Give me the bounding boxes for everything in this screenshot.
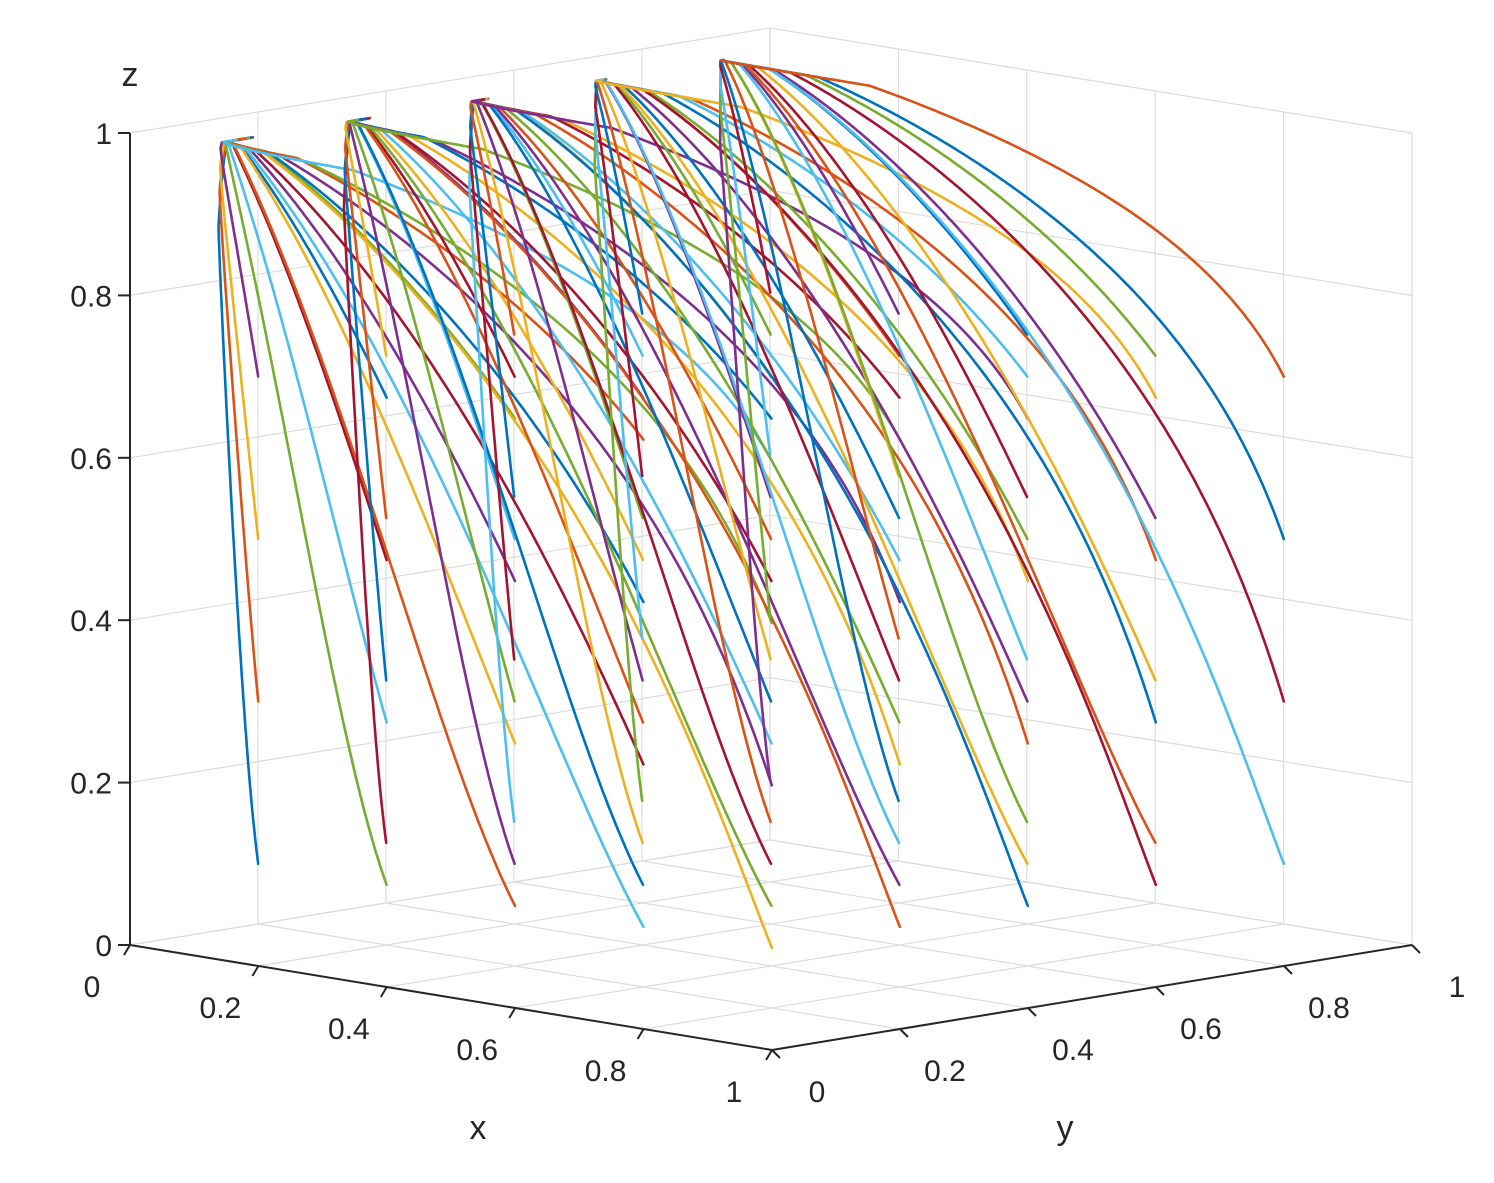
z-axis-label: z xyxy=(122,56,139,94)
x-tick-mark xyxy=(765,1049,773,1061)
y-tick-label: 0.6 xyxy=(1180,1013,1222,1046)
axes xyxy=(118,132,1421,1061)
x-tick-mark xyxy=(123,944,131,956)
x-tick-label: 0.8 xyxy=(585,1055,627,1088)
x-tick-mark xyxy=(636,1028,645,1040)
floor-grid-line xyxy=(513,881,1157,988)
y-tick-label: 0.8 xyxy=(1308,992,1350,1025)
x-axis-line xyxy=(129,944,773,1051)
trajectory-line xyxy=(217,136,260,866)
x-tick-mark xyxy=(251,965,260,977)
y-tick-mark xyxy=(771,1049,781,1059)
wall-grid-line xyxy=(769,189,1413,296)
z-tick-label: 0.2 xyxy=(70,768,112,801)
x-tick-mark xyxy=(508,1007,517,1019)
y-tick-mark xyxy=(1155,986,1165,996)
wall-grid-line xyxy=(769,514,1413,621)
x-tick-label: 0 xyxy=(84,971,101,1004)
trajectories xyxy=(217,58,1286,950)
wall-grid-line xyxy=(769,27,1413,134)
x-tick-label: 0.6 xyxy=(456,1034,498,1067)
y-tick-label: 0.2 xyxy=(924,1055,966,1088)
y-tick-mark xyxy=(1283,965,1293,975)
y-axis-label: y xyxy=(1057,1109,1074,1147)
floor-grid-line xyxy=(258,860,899,967)
x-tick-label: 0.4 xyxy=(328,1013,370,1046)
y-tick-label: 0 xyxy=(809,1076,826,1109)
y-axis-line xyxy=(771,944,1413,1051)
floor-grid-line xyxy=(641,860,1285,967)
floor-grid-line xyxy=(385,902,1029,1009)
floor-grid-line xyxy=(769,839,1413,946)
y-tick-mark xyxy=(1027,1007,1037,1017)
trajectory-line xyxy=(596,79,1158,887)
z-tick-label: 0.8 xyxy=(70,280,112,313)
wall-grid-line xyxy=(129,27,771,134)
trajectory-line xyxy=(349,117,773,583)
x-axis-label: x xyxy=(470,1109,487,1147)
trajectory-line xyxy=(719,58,1029,824)
x-tick-label: 0.2 xyxy=(200,992,242,1025)
x-tick-mark xyxy=(379,986,388,998)
y-tick-mark xyxy=(899,1028,909,1038)
z-tick-label: 0.6 xyxy=(70,443,112,476)
trajectory-line xyxy=(223,139,774,787)
z-tick-label: 0 xyxy=(95,930,112,963)
trajectory-line xyxy=(719,59,1157,845)
trajectory-line xyxy=(344,116,388,357)
trajectory-line xyxy=(595,79,1158,399)
trajectory-line xyxy=(470,98,1030,420)
floor-grid-line xyxy=(515,902,1156,1009)
z-tick-label: 0.4 xyxy=(70,605,112,638)
floor-grid-line xyxy=(643,923,1284,1030)
z-tick-label: 1 xyxy=(95,118,112,151)
y-tick-label: 0.4 xyxy=(1052,1034,1094,1067)
tick-labels: 0 0.2 0.4 0.6 0.8 1 0 0.2 0.4 0.6 0.8 1 0 0.2 0.4 0.6 0.… xyxy=(70,118,1465,1109)
y-tick-mark xyxy=(1411,944,1421,954)
y-tick-label: 1 xyxy=(1449,971,1466,1004)
x-tick-label: 1 xyxy=(726,1076,743,1109)
wall-grid-line xyxy=(129,677,771,784)
floor-grid-line xyxy=(386,881,1027,988)
trajectory-line xyxy=(222,138,774,462)
floor-grid-line xyxy=(257,923,901,1030)
wall-grid-line xyxy=(129,839,771,946)
trajectory-line xyxy=(719,59,1286,378)
